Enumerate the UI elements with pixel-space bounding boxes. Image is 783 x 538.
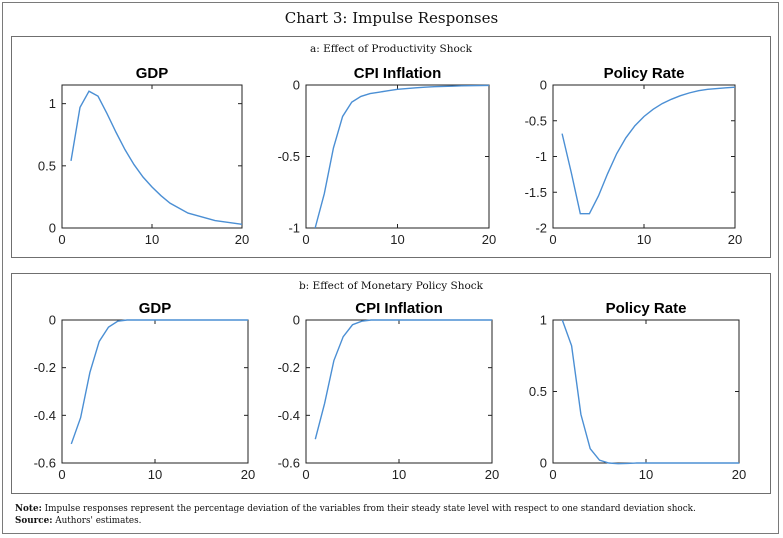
plot-title: Policy Rate <box>606 300 687 317</box>
chart-title: Chart 3: Impulse Responses <box>284 9 499 27</box>
note-line: Note: Impulse responses represent the pe… <box>15 503 696 515</box>
series-line <box>561 86 736 215</box>
plot-axes-box <box>552 84 736 229</box>
plot-a-cpi: CPI Inflation -1 -0.5 0 0 10 20 <box>278 65 497 247</box>
panel-a: a: Effect of Productivity Shock <box>11 36 771 258</box>
note-label: Note: <box>15 504 42 514</box>
y-tick-label: -1 <box>535 149 547 164</box>
x-tick-label: 10 <box>637 232 651 247</box>
plot-b-gdp: GDP -0.6 -0.4 -0.2 0 0 10 20 <box>34 300 256 482</box>
panel-b: b: Effect of Monetary Policy Shock <box>11 273 771 494</box>
y-tick-label: -1.5 <box>525 185 547 200</box>
series-line <box>314 84 490 229</box>
y-tick-label: -0.4 <box>278 408 300 423</box>
y-tick-label: 0 <box>49 313 56 328</box>
plot-a-policy: Policy Rate -2 -1.5 -1 -0.5 0 0 10 20 <box>525 65 743 247</box>
plot-title: Policy Rate <box>604 65 685 82</box>
x-tick-label: 20 <box>728 232 742 247</box>
plot-title: GDP <box>139 300 172 317</box>
x-tick-label: 10 <box>390 232 404 247</box>
x-tick-label: 10 <box>148 467 162 482</box>
plot-title: GDP <box>136 65 169 82</box>
plot-title: CPI Inflation <box>354 65 442 82</box>
y-tick-label: 0 <box>49 221 56 236</box>
plot-axes-box <box>552 319 740 464</box>
y-tick-label: -2 <box>535 221 547 236</box>
y-tick-label: 1 <box>49 96 56 111</box>
x-tick-label: 20 <box>485 467 499 482</box>
y-tick-label: 0 <box>540 78 547 93</box>
x-tick-label: 20 <box>241 467 255 482</box>
y-tick-label: 0 <box>293 313 300 328</box>
x-tick-label: 20 <box>732 467 746 482</box>
x-tick-label: 10 <box>639 467 653 482</box>
plot-b-cpi: CPI Inflation -0.6 -0.4 -0.2 0 0 10 20 <box>278 300 500 482</box>
x-tick-label: 0 <box>302 467 309 482</box>
source-line: Source: Authors' estimates. <box>15 515 696 527</box>
y-tick-label: -0.6 <box>34 456 56 471</box>
y-tick-label: -1 <box>288 221 300 236</box>
x-tick-label: 0 <box>58 467 65 482</box>
y-tick-label: -0.5 <box>278 149 300 164</box>
source-text: Authors' estimates. <box>55 516 142 526</box>
y-tick-label: -0.2 <box>278 360 300 375</box>
x-tick-label: 0 <box>549 467 556 482</box>
series-line <box>70 90 243 225</box>
x-tick-label: 0 <box>302 232 309 247</box>
x-tick-label: 0 <box>58 232 65 247</box>
series-line <box>561 319 739 465</box>
series-line <box>70 319 248 445</box>
panel-b-title: b: Effect of Monetary Policy Shock <box>298 280 484 292</box>
x-tick-label: 0 <box>549 232 556 247</box>
y-tick-label: 0 <box>540 456 547 471</box>
y-tick-label: -0.2 <box>34 360 56 375</box>
y-tick-label: 1 <box>540 313 547 328</box>
y-tick-label: 0.5 <box>38 158 56 173</box>
x-tick-label: 20 <box>482 232 496 247</box>
plot-title: CPI Inflation <box>355 300 443 317</box>
chart-notes: Note: Impulse responses represent the pe… <box>15 503 696 527</box>
source-label: Source: <box>15 516 53 526</box>
y-tick-label: 0 <box>293 78 300 93</box>
y-tick-label: -0.5 <box>525 113 547 128</box>
note-text: Impulse responses represent the percenta… <box>44 504 696 514</box>
x-tick-label: 20 <box>235 232 249 247</box>
plot-axes-box <box>305 319 493 464</box>
y-tick-label: 0.5 <box>529 384 547 399</box>
x-tick-label: 10 <box>145 232 159 247</box>
plot-axes-box <box>305 84 490 229</box>
plot-axes-box <box>61 319 249 464</box>
x-tick-label: 10 <box>392 467 406 482</box>
y-tick-label: -0.4 <box>34 408 56 423</box>
plot-axes-box <box>61 84 243 229</box>
panel-a-title: a: Effect of Productivity Shock <box>309 43 473 55</box>
y-tick-label: -0.6 <box>278 456 300 471</box>
series-line <box>314 319 492 440</box>
